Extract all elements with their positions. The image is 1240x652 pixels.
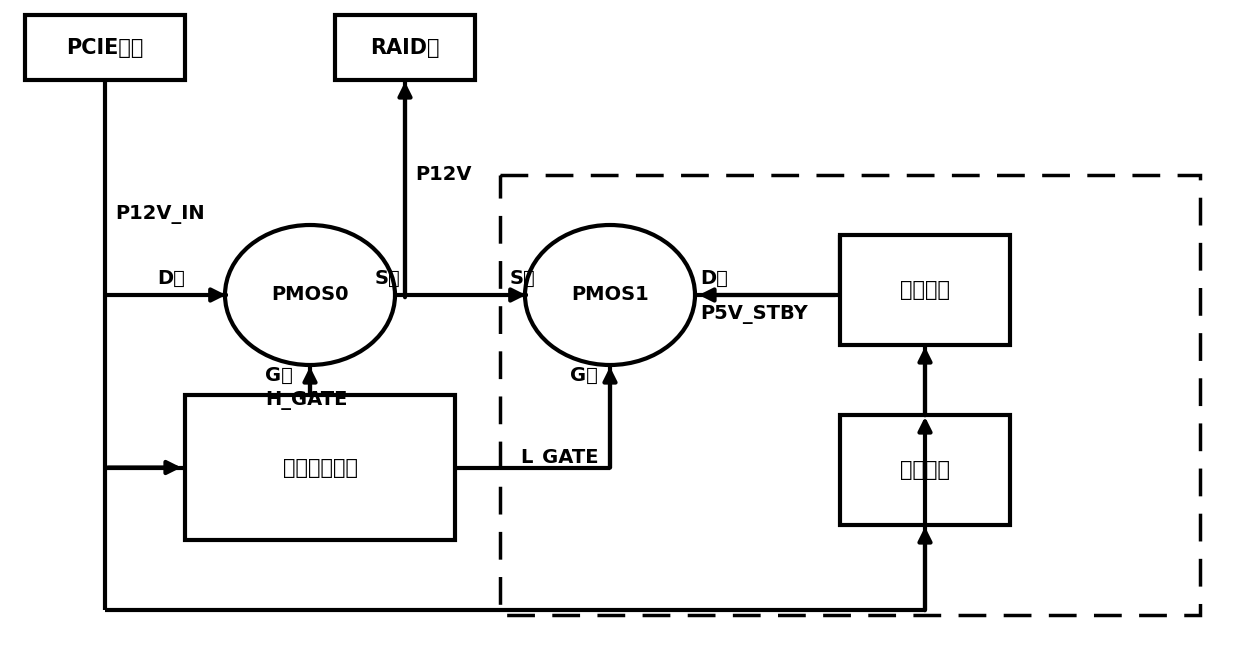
Text: S极: S极 <box>510 269 536 288</box>
Text: PCIE接口: PCIE接口 <box>66 38 144 57</box>
Text: D极: D极 <box>701 269 728 288</box>
Text: 掉电检测单元: 掉电检测单元 <box>283 458 357 477</box>
Text: RAID卡: RAID卡 <box>371 38 440 57</box>
Text: D极: D极 <box>157 269 185 288</box>
FancyBboxPatch shape <box>839 415 1011 525</box>
Text: G极: G极 <box>570 366 598 385</box>
Text: L_GATE: L_GATE <box>520 449 599 467</box>
Text: 备电单元: 备电单元 <box>900 280 950 300</box>
FancyBboxPatch shape <box>335 15 475 80</box>
Text: P12V: P12V <box>415 166 471 185</box>
Bar <box>500 175 1200 615</box>
Text: PMOS1: PMOS1 <box>572 286 649 304</box>
Text: P5V_STBY: P5V_STBY <box>701 306 807 325</box>
Text: PMOS0: PMOS0 <box>272 286 348 304</box>
FancyBboxPatch shape <box>185 395 455 540</box>
Text: H_GATE: H_GATE <box>265 391 347 409</box>
Text: 充电单元: 充电单元 <box>900 460 950 480</box>
Ellipse shape <box>224 225 396 365</box>
FancyBboxPatch shape <box>25 15 185 80</box>
Text: S极: S极 <box>374 269 401 288</box>
Ellipse shape <box>525 225 694 365</box>
Text: P12V_IN: P12V_IN <box>115 205 205 224</box>
Text: G极: G极 <box>265 366 293 385</box>
FancyBboxPatch shape <box>839 235 1011 345</box>
